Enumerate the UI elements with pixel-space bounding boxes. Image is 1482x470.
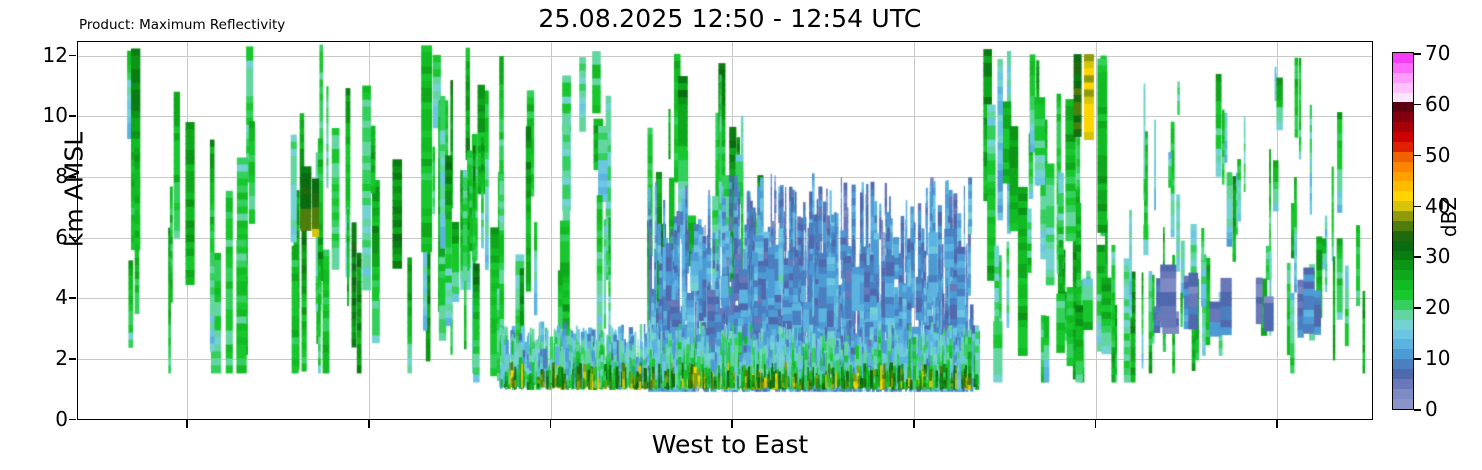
colorbar-tick-label: 70 xyxy=(1425,41,1451,65)
colorbar-band xyxy=(1393,122,1413,132)
x-tick-mark xyxy=(367,420,370,428)
colorbar-tick-label: 20 xyxy=(1425,295,1451,320)
y-axis-title: km AMSL xyxy=(59,131,89,248)
y-tick-label: 10 xyxy=(42,103,68,128)
colorbar-band xyxy=(1393,250,1413,261)
colorbar-band xyxy=(1393,112,1413,123)
colorbar-band xyxy=(1393,349,1413,360)
colorbar-band xyxy=(1393,230,1413,241)
colorbar-title: dBZ xyxy=(1437,196,1461,238)
colorbar-band xyxy=(1393,388,1413,399)
y-tick-label: 0 xyxy=(55,406,68,431)
colorbar-band xyxy=(1393,161,1413,172)
x-tick-mark xyxy=(549,420,552,428)
colorbar-band xyxy=(1393,171,1413,182)
colorbar-band xyxy=(1393,211,1413,221)
colorbar-band xyxy=(1393,378,1413,389)
x-tick-mark xyxy=(1094,420,1097,428)
colorbar-band xyxy=(1393,102,1413,113)
y-tick-mark xyxy=(69,115,76,117)
product-label: Product: Maximum Reflectivity xyxy=(79,17,286,33)
colorbar-tick xyxy=(1414,205,1421,208)
colorbar-band xyxy=(1393,260,1413,271)
colorbar-band xyxy=(1393,92,1413,103)
y-tick-label: 8 xyxy=(55,164,68,189)
colorbar-band xyxy=(1393,220,1413,231)
y-tick-marks xyxy=(0,41,77,421)
colorbar-band xyxy=(1393,309,1413,320)
colorbar-band xyxy=(1393,62,1413,73)
colorbar-tick xyxy=(1414,154,1421,157)
colorbar-tick xyxy=(1414,409,1421,411)
colorbar-band xyxy=(1393,151,1413,162)
x-tick-mark xyxy=(1276,420,1278,428)
colorbar-tick xyxy=(1414,256,1421,259)
y-tick-labels: 0 2 4 6 8 10 12 xyxy=(2,41,68,431)
colorbar-tick-label: 40 xyxy=(1425,193,1451,218)
colorbar-band xyxy=(1393,270,1413,281)
plot-area xyxy=(77,41,1373,420)
colorbar-band xyxy=(1393,299,1413,310)
colorbar-band xyxy=(1393,369,1413,379)
colorbar-tick-label: 0 xyxy=(1425,397,1438,421)
colorbar-tick-label: 50 xyxy=(1425,142,1451,167)
colorbar-band xyxy=(1393,290,1413,300)
x-axis-title: West to East xyxy=(651,430,809,459)
y-tick-label: 12 xyxy=(42,42,68,67)
y-tick-mark xyxy=(69,236,76,239)
colorbar-band xyxy=(1393,329,1413,340)
y-tick-label: 6 xyxy=(55,224,68,249)
colorbar-band xyxy=(1393,181,1413,192)
colorbar xyxy=(1392,52,1414,410)
colorbar-band xyxy=(1393,53,1413,63)
y-tick-mark xyxy=(69,54,76,57)
reflectivity-heatmap xyxy=(78,42,1371,418)
y-tick-mark xyxy=(69,297,76,299)
colorbar-band xyxy=(1393,82,1413,93)
colorbar-band xyxy=(1393,191,1413,202)
colorbar-tick-label: 10 xyxy=(1425,346,1451,371)
colorbar-band xyxy=(1393,132,1413,142)
colorbar-tick xyxy=(1414,307,1421,309)
colorbar-band xyxy=(1393,72,1413,83)
x-tick-mark xyxy=(912,420,915,428)
colorbar-tick xyxy=(1414,358,1421,360)
colorbar-tick xyxy=(1414,53,1421,55)
x-tick-mark xyxy=(731,420,733,428)
y-tick-label: 4 xyxy=(55,285,68,310)
x-tick-marks xyxy=(77,420,1373,430)
colorbar-band xyxy=(1393,339,1413,350)
y-tick-mark xyxy=(69,357,76,360)
colorbar-tick-label: 30 xyxy=(1425,244,1451,269)
colorbar-ticks: 0 10 20 30 40 50 60 70 xyxy=(1392,41,1482,421)
y-tick-mark xyxy=(69,418,76,421)
chart-title: 25.08.2025 12:50 - 12:54 UTC xyxy=(538,4,922,33)
colorbar-band xyxy=(1393,240,1413,251)
y-tick-mark xyxy=(69,176,76,178)
colorbar-band xyxy=(1393,398,1413,409)
colorbar-band xyxy=(1393,319,1413,330)
colorbar-band xyxy=(1393,280,1413,290)
colorbar-band xyxy=(1393,359,1413,369)
colorbar-tick xyxy=(1414,103,1421,106)
colorbar-band xyxy=(1393,141,1413,152)
colorbar-band xyxy=(1393,201,1413,211)
colorbar-tick-label: 60 xyxy=(1425,91,1451,116)
y-tick-label: 2 xyxy=(55,345,68,370)
x-tick-mark xyxy=(186,420,188,428)
